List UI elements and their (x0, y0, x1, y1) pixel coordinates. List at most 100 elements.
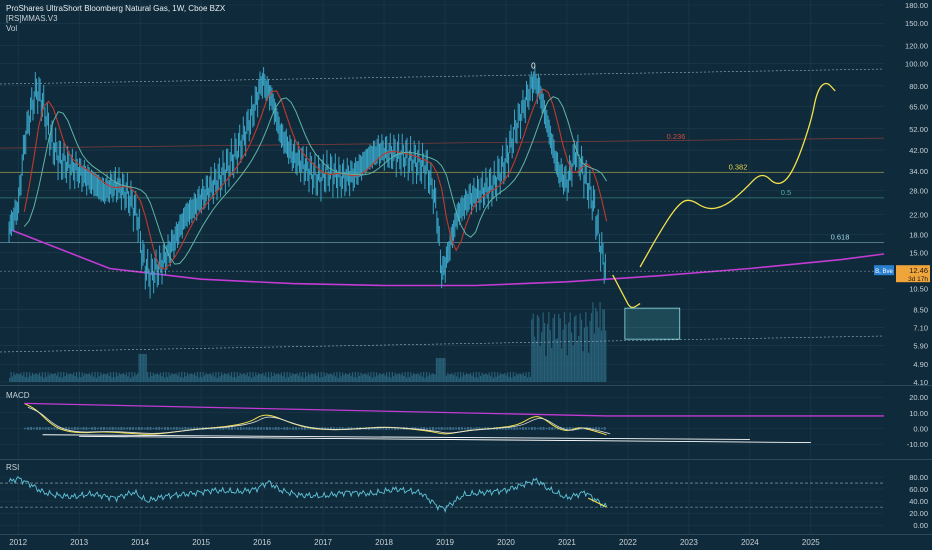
macd-histogram-bar (522, 427, 525, 430)
macd-histogram-bar (461, 427, 464, 430)
volume-bar (499, 373, 502, 382)
volume-bar (333, 372, 335, 382)
macd-histogram-bar (504, 426, 507, 430)
volume-bar (573, 316, 576, 382)
volume-bar (440, 358, 442, 382)
macd-histogram-bar (225, 427, 228, 430)
volume-bar (580, 319, 583, 382)
volume-bar (24, 377, 26, 382)
volume-bar (155, 373, 157, 382)
volume-bar (511, 377, 513, 382)
volume-bar (47, 372, 49, 382)
moving-average-red (23, 88, 608, 270)
volume-bar (427, 376, 429, 382)
volume-bar (145, 354, 147, 382)
volume-bar (46, 376, 48, 382)
volume-bar (20, 372, 22, 382)
volume-bar (213, 376, 216, 382)
volume-bar (434, 374, 436, 382)
price-tick-label: 5.90 (913, 342, 928, 351)
volume-bar (218, 372, 220, 382)
volume-bar (346, 373, 348, 382)
volume-bar (176, 375, 179, 382)
macd-histogram-bar (41, 427, 44, 430)
volume-bar (592, 302, 594, 382)
macd-histogram-bar (97, 427, 100, 430)
volume-bar (148, 377, 150, 382)
macd-histogram-bar (545, 427, 548, 430)
volume-bar (128, 372, 130, 382)
volume-bar (71, 374, 73, 382)
volume-bar (13, 372, 15, 382)
volume-bar (390, 377, 392, 382)
macd-histogram-bar (507, 427, 510, 430)
volume-bar (255, 372, 257, 382)
volume-bar (31, 372, 34, 382)
macd-histogram-bar (440, 426, 443, 430)
volume-bar (319, 377, 321, 382)
volume-bar (206, 374, 209, 382)
volume-bar (87, 373, 89, 382)
volume-bar (53, 374, 55, 382)
macd-histogram-bar (527, 427, 530, 430)
volume-bar (360, 372, 362, 382)
volume-bar (142, 354, 144, 382)
macd-histogram-bar (376, 426, 379, 430)
macd-histogram-bar (216, 427, 219, 430)
macd-histogram-bar (164, 427, 167, 430)
volume-bar (16, 373, 18, 382)
volume-bar (68, 373, 71, 382)
volume-bar (14, 375, 16, 382)
volume-bar (442, 358, 445, 382)
macd-histogram-bar (65, 426, 68, 430)
volume-bar (388, 372, 391, 382)
macd-histogram-bar (373, 427, 376, 430)
volume-bar (435, 358, 438, 382)
macd-histogram-bar (105, 427, 108, 430)
macd-histogram-bar (196, 427, 199, 430)
volume-bar (452, 374, 455, 382)
volume-bar (282, 376, 284, 382)
volume-bar (90, 375, 92, 382)
macd-histogram-bar (161, 427, 164, 430)
macd-histogram-bar (379, 427, 382, 430)
macd-tick-label: 0.00 (913, 424, 928, 433)
volume-bar (536, 314, 539, 382)
volume-bar (275, 374, 277, 382)
price-tick-label: 18.00 (909, 231, 928, 240)
price-tick-label: 80.00 (909, 82, 928, 91)
volume-bar (343, 375, 345, 382)
price-tick-label: 34.00 (909, 167, 928, 176)
volume-bar (242, 373, 244, 382)
volume-bar (363, 373, 365, 382)
macd-tick-label: 10.00 (909, 409, 928, 418)
volume-bar (125, 372, 127, 382)
volume-bar (243, 373, 245, 382)
volume-bar (149, 372, 152, 382)
volume-bar (552, 318, 554, 382)
projection-path (639, 82, 836, 268)
volume-bar (565, 324, 567, 382)
volume-bar (265, 372, 267, 382)
macd-histogram-bar (327, 427, 330, 430)
volume-bar (27, 377, 29, 382)
macd-histogram-bar (166, 427, 169, 430)
volume-bar (95, 377, 98, 382)
volume-bar (303, 377, 305, 382)
volume-bar (400, 374, 402, 382)
volume-bar (105, 374, 107, 382)
volume-bar (487, 374, 489, 382)
volume-bar (593, 333, 595, 382)
volume-bar (299, 372, 301, 382)
volume-bar (465, 373, 467, 382)
volume-bar (235, 377, 237, 382)
volume-bar (407, 372, 409, 382)
macd-histogram-bar (233, 427, 236, 430)
volume-bar (387, 376, 389, 382)
channel-lower-line (0, 335, 885, 353)
volume-bar (428, 372, 430, 382)
volume-bar (208, 373, 210, 382)
volume-bar (424, 377, 426, 382)
volume-bar (364, 373, 366, 382)
macd-histogram-bar (388, 427, 391, 430)
